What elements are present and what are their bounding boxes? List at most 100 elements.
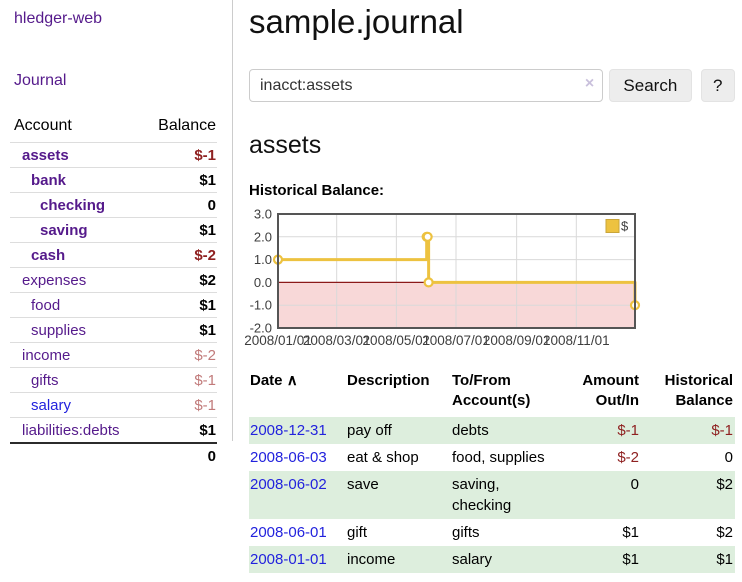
account-name-cell: bank xyxy=(10,168,114,193)
help-button[interactable]: ? xyxy=(700,69,735,102)
sidebar-account-row: assets $-1 xyxy=(10,142,217,168)
register-description-cell: gift xyxy=(347,524,368,541)
journal-link[interactable]: Journal xyxy=(14,72,67,89)
sidebar-account-row: expenses $2 xyxy=(10,267,217,293)
register-table-header: Date ∧ Description To/From Account(s) Am… xyxy=(249,369,735,417)
register-amount-cell: 0 xyxy=(630,476,639,493)
accounts-total-row: 0 xyxy=(10,443,217,468)
account-balance: $2 xyxy=(199,271,216,289)
register-balance-cell: $1 xyxy=(716,551,733,568)
app-title-link[interactable]: hledger-web xyxy=(14,10,103,27)
search-form: × Search ? xyxy=(249,69,735,102)
transaction-date-link[interactable]: 2008-12-31 xyxy=(250,422,327,439)
y-axis-tick-label: -2.0 xyxy=(250,321,272,336)
account-balance: $1 xyxy=(199,171,216,189)
x-axis-tick-label: 2008/01/01 xyxy=(244,333,312,348)
clear-search-icon[interactable]: × xyxy=(584,75,595,92)
account-name-cell: supplies xyxy=(10,318,114,343)
account-link[interactable]: expenses xyxy=(22,271,87,289)
register-accounts-cell: food, supplies xyxy=(452,449,545,466)
register-description-cell: income xyxy=(347,551,396,568)
register-header-amount: Amount Out/In xyxy=(582,372,639,409)
account-name-cell: saving xyxy=(10,218,114,243)
accounts-total-value: 0 xyxy=(207,447,216,465)
transaction-date-link[interactable]: 2008-06-03 xyxy=(250,449,327,466)
register-date-cell: 2008-06-03 xyxy=(249,444,346,471)
account-name-cell: gifts xyxy=(10,368,114,393)
x-axis-tick-label: 2008/03/01 xyxy=(303,333,371,348)
account-link[interactable]: food xyxy=(31,296,61,314)
account-link[interactable]: salary xyxy=(31,396,72,414)
sidebar-account-row: liabilities:debts $1 xyxy=(10,417,217,444)
search-button[interactable]: Search xyxy=(609,69,692,102)
transaction-date-link[interactable]: 2008-06-02 xyxy=(250,476,327,493)
account-name-cell: food xyxy=(10,293,114,318)
sidebar-account-row: salary $-1 xyxy=(10,392,217,418)
transaction-date-link[interactable]: 2008-06-01 xyxy=(250,524,327,541)
account-link[interactable]: liabilities:debts xyxy=(22,421,120,439)
account-balance: 0 xyxy=(207,196,216,214)
transaction-date-link[interactable]: 2008-01-01 xyxy=(250,551,327,568)
x-axis-tick-label: 2008/11/01 xyxy=(543,333,610,348)
register-accounts-cell: salary xyxy=(452,551,493,568)
register-balance-cell: $2 xyxy=(716,524,733,541)
accounts-total-spacer xyxy=(10,443,114,468)
register-description-cell: save xyxy=(347,476,379,493)
register-header-accounts: To/From Account(s) xyxy=(452,372,531,409)
register-balance-cell: 0 xyxy=(724,449,733,466)
account-link[interactable]: bank xyxy=(31,171,67,189)
x-axis-tick-label: 2008/07/01 xyxy=(422,333,490,348)
register-row: 2008-01-01 income salary $1 $1 xyxy=(249,546,735,573)
y-axis-tick-label: 2.0 xyxy=(254,229,272,244)
sidebar-account-row: cash $-2 xyxy=(10,242,217,268)
account-link[interactable]: gifts xyxy=(31,371,59,389)
accounts-header-account: Account xyxy=(14,117,72,134)
register-date-cell: 2008-06-02 xyxy=(249,471,346,519)
page-title: sample.journal xyxy=(249,3,464,40)
account-balance: $1 xyxy=(199,221,216,239)
register-table-body: 2008-12-31 pay off debts $-1 $-1 2008-06-03 ea… xyxy=(249,417,735,573)
account-name-cell: cash xyxy=(10,243,114,268)
legend-swatch xyxy=(605,219,620,233)
account-heading: assets xyxy=(249,131,322,159)
register-row: 2008-06-02 save saving, checking 0 $2 xyxy=(249,471,735,519)
sidebar-item-journal: Journal xyxy=(0,72,232,90)
register-header-balance: Historical Balance xyxy=(664,372,733,409)
account-link[interactable]: saving xyxy=(40,221,88,239)
historical-balance-chart: $3.0 2.0 1.0 0.0 -1.0 -2.02008/01/012008/03/0… xyxy=(244,207,641,348)
register-date-cell: 2008-12-31 xyxy=(249,417,346,444)
account-link[interactable]: checking xyxy=(40,196,106,214)
search-input-wrap: × xyxy=(249,69,604,102)
accounts-table: Account Balance assets $-1 bank $1 checking 0… xyxy=(10,113,217,468)
account-link[interactable]: income xyxy=(22,346,71,364)
account-balance: $1 xyxy=(199,321,216,339)
account-link[interactable]: supplies xyxy=(31,321,87,339)
register-header-description: Description xyxy=(347,372,430,389)
sidebar-account-row: income $-2 xyxy=(10,342,217,368)
x-axis-tick-label: 2008/05/01 xyxy=(363,333,431,348)
register-table: Date ∧ Description To/From Account(s) Am… xyxy=(249,369,735,573)
register-balance-cell: $2 xyxy=(716,476,733,493)
register-accounts-cell: debts xyxy=(452,422,489,439)
account-name-cell: liabilities:debts xyxy=(10,418,120,444)
accounts-header-balance: Balance xyxy=(158,117,216,134)
main-content: sample.journal × Search ? assets Histori… xyxy=(244,0,735,573)
sidebar-account-row: bank $1 xyxy=(10,167,217,193)
account-link[interactable]: cash xyxy=(31,246,66,264)
sidebar-account-row: gifts $-1 xyxy=(10,367,217,393)
account-balance: $-1 xyxy=(194,146,216,164)
register-date-cell: 2008-01-01 xyxy=(249,546,346,573)
register-row: 2008-06-01 gift gifts $1 $2 xyxy=(249,519,735,546)
register-balance-cell: $-1 xyxy=(711,422,733,439)
account-name-cell: salary xyxy=(10,393,114,418)
register-header-date[interactable]: Date ∧ xyxy=(250,372,298,389)
register-description-cell: eat & shop xyxy=(347,449,419,466)
accounts-table-header: Account Balance xyxy=(10,113,217,143)
search-input[interactable] xyxy=(249,69,604,102)
account-link[interactable]: assets xyxy=(22,146,69,164)
sidebar: hledger-web Journal Account Balance asse… xyxy=(0,0,233,465)
register-amount-cell: $1 xyxy=(622,524,639,541)
register-amount-cell: $-2 xyxy=(617,449,639,466)
register-row: 2008-12-31 pay off debts $-1 $-1 xyxy=(249,417,735,444)
account-balance: $1 xyxy=(199,296,216,314)
